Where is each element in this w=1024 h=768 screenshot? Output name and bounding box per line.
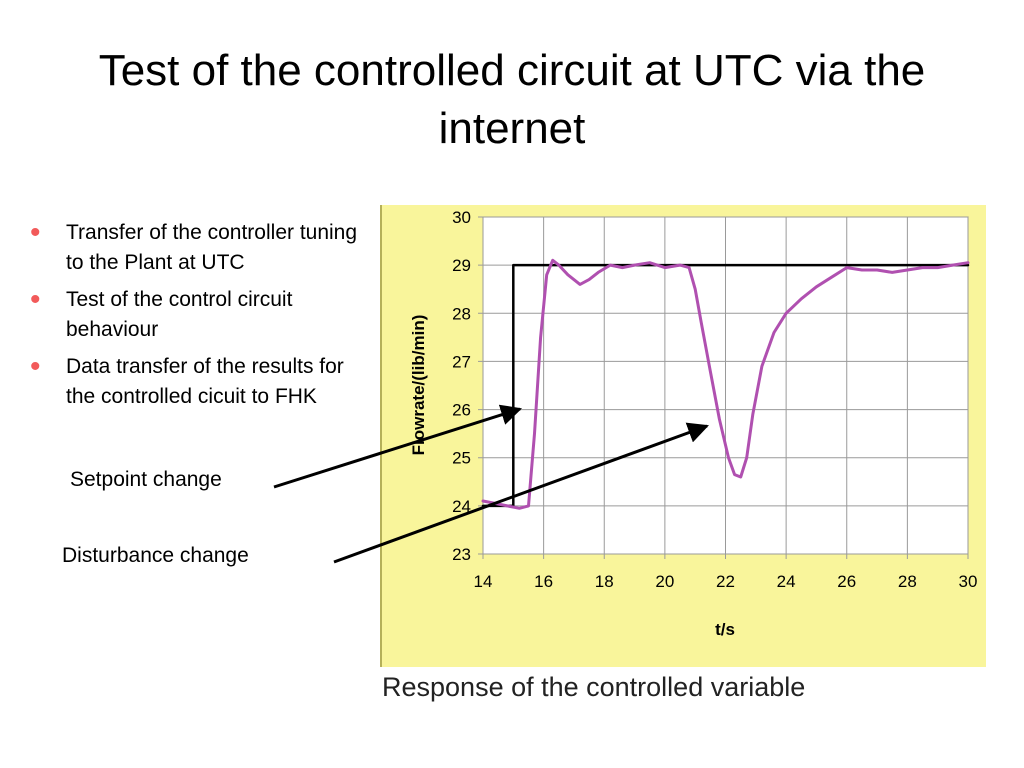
disturbance-annotation: Disturbance change (62, 544, 249, 567)
y-tick-label: 28 (452, 304, 471, 323)
slide-title: Test of the controlled circuit at UTC vi… (98, 46, 926, 153)
bullet-dot-icon: • (30, 350, 41, 383)
bullet-dot-icon: • (30, 283, 41, 316)
bullet-list: • Transfer of the controller tuning to th… (28, 218, 378, 419)
x-tick-label: 26 (837, 572, 856, 591)
y-tick-labels: 23 24 25 26 27 28 29 30 (452, 208, 471, 564)
x-tick-label: 18 (595, 572, 614, 591)
x-tick-label: 20 (655, 572, 674, 591)
y-tick-label: 24 (452, 497, 471, 516)
x-tick-label: 16 (534, 572, 553, 591)
response-series-line (481, 258, 970, 510)
y-tick-label: 30 (452, 208, 471, 227)
x-tick-label: 22 (716, 572, 735, 591)
y-tick-label: 26 (452, 401, 471, 420)
chart-caption: Response of the controlled variable (382, 672, 806, 702)
bullet-item: • Transfer of the controller tuning to th… (28, 218, 378, 278)
x-tick-label: 24 (777, 572, 796, 591)
y-axis-label: Flowrate/(lib/min) (409, 315, 428, 456)
x-tick-label: 14 (474, 572, 493, 591)
x-tick-label: 30 (959, 572, 978, 591)
y-tick-label: 23 (452, 545, 471, 564)
bullet-dot-icon: • (30, 216, 41, 249)
bullet-item: • Data transfer of the results for the co… (28, 352, 378, 412)
bullet-text: Transfer of the controller tuning to the… (66, 221, 358, 274)
chart-panel: 23 24 25 26 27 28 29 30 14 16 18 20 22 24 26 28 30 t/s … (380, 205, 986, 667)
y-tick-label: 27 (452, 352, 471, 371)
setpoint-annotation: Setpoint change (70, 468, 222, 491)
x-tick-labels: 14 16 18 20 22 24 26 28 30 (474, 572, 978, 591)
bullet-item: • Test of the control circuit behaviour (28, 285, 378, 345)
bullet-text: Data transfer of the results for the con… (66, 355, 344, 408)
y-tick-label: 25 (452, 449, 471, 468)
x-axis-label: t/s (715, 620, 735, 639)
bullet-text: Test of the control circuit behaviour (66, 288, 293, 341)
x-tick-label: 28 (898, 572, 917, 591)
y-tick-label: 29 (452, 256, 471, 275)
